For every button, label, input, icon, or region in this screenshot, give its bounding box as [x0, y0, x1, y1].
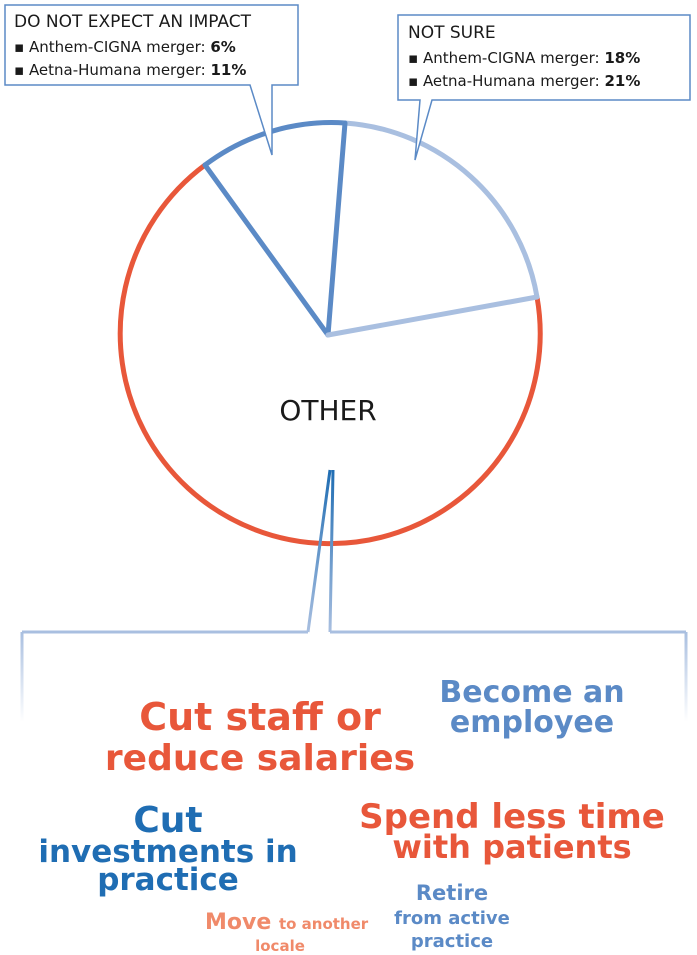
item-value: 18% [604, 49, 640, 67]
item-label: Anthem-CIGNA merger: [423, 49, 600, 67]
callout-item: ▪ Anthem-CIGNA merger: 6% [14, 38, 236, 56]
outcome-line: Become an [439, 675, 624, 710]
outcome-line: Spend less time [359, 797, 665, 837]
outcome: Cut staff or reduce salaries [105, 695, 415, 779]
stem [306, 469, 335, 633]
item-value: 11% [210, 61, 246, 79]
callout-frame [397, 14, 691, 161]
outcome-line: from active [394, 908, 510, 929]
callout-item: ▪ Anthem-CIGNA merger: 18% [408, 49, 640, 67]
outcome-word: Move [205, 910, 271, 935]
callout: NOT SURE ▪ Anthem-CIGNA merger: 18% ▪ Ae… [397, 14, 691, 161]
bracket [20, 469, 688, 722]
item-label: Anthem-CIGNA merger: [29, 38, 206, 56]
divider [202, 162, 331, 338]
outcome-line: investments in [38, 834, 297, 870]
outcome-line: Cut staff or [139, 695, 381, 739]
outcome-line: employee [450, 705, 614, 740]
divider [325, 294, 540, 338]
item-value: 6% [210, 38, 235, 56]
item-value: 21% [604, 72, 640, 90]
item-label: Aetna-Humana merger: [29, 61, 206, 79]
outcome: Cut investments in practice [38, 800, 297, 898]
item-label: Aetna-Humana merger: [423, 72, 600, 90]
callout-frame [4, 4, 299, 156]
center-label: OTHER [279, 394, 376, 427]
outcome-line: Cut [133, 800, 202, 841]
bracket-side [20, 632, 24, 722]
slice-no-impact [202, 120, 348, 168]
callout-title: NOT SURE [408, 23, 496, 43]
outcome: Become an employee [439, 675, 624, 740]
callout: DO NOT EXPECT AN IMPACT ▪ Anthem-CIGNA m… [4, 4, 299, 156]
outcome-line: Move to another [205, 910, 369, 935]
outcome-line: Retire [416, 881, 488, 905]
callout-item: ▪ Aetna-Humana merger: 21% [408, 72, 640, 90]
outcome-word: to another [279, 915, 369, 933]
outcome: Move to another locale [205, 910, 369, 955]
outcome-line: with patients [392, 828, 631, 866]
outcome: Retire from active practice [394, 881, 510, 952]
outcome-line: reduce salaries [105, 738, 415, 779]
outcome-line: practice [97, 862, 239, 898]
slice-other [117, 162, 543, 547]
bracket-side [684, 632, 688, 722]
outcome-line: practice [411, 931, 493, 952]
pie [117, 120, 543, 547]
divider [325, 120, 348, 338]
slice-not-sure [342, 120, 540, 300]
outcome-line: locale [255, 937, 305, 955]
callout-item: ▪ Aetna-Humana merger: 11% [14, 61, 246, 79]
outcome: Spend less time with patients [359, 797, 665, 866]
callout-title: DO NOT EXPECT AN IMPACT [14, 12, 252, 32]
